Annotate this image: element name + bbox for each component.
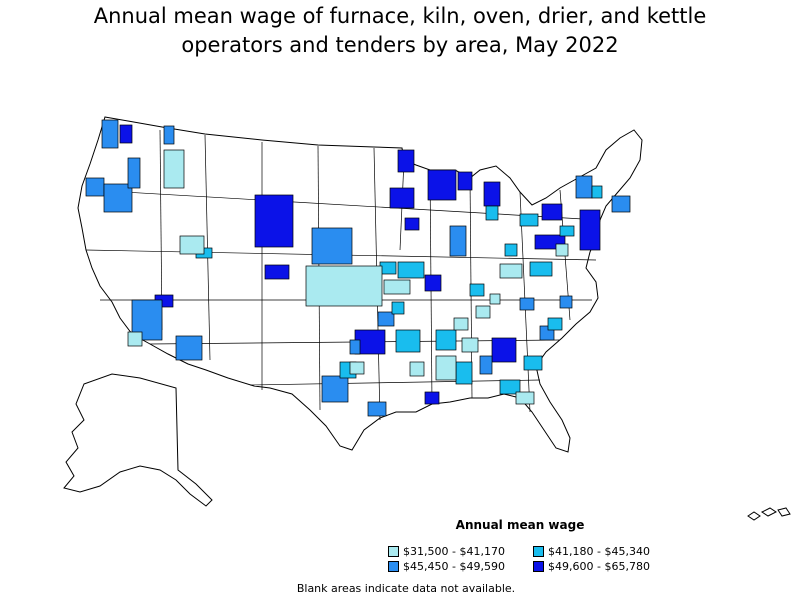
map-title: Annual mean wage of furnace, kiln, oven,… xyxy=(0,2,800,60)
legend-item-range-2: $41,180 - $45,340 xyxy=(533,545,650,558)
alaska-outline xyxy=(63,373,213,507)
legend-label-range-2: $41,180 - $45,340 xyxy=(548,545,650,558)
footnote: Blank areas indicate data not available. xyxy=(296,582,516,595)
hawaii-islands xyxy=(747,507,791,521)
legend-item-range-1: $31,500 - $41,170 xyxy=(388,545,505,558)
legend-label-range-4: $49,600 - $65,780 xyxy=(548,560,650,573)
legend-swatch-range-2 xyxy=(533,546,544,557)
legend-title: Annual mean wage xyxy=(455,518,585,532)
map-title-line-2: operators and tenders by area, May 2022 xyxy=(181,33,619,57)
map-title-line-1: Annual mean wage of furnace, kiln, oven,… xyxy=(93,4,707,28)
legend-swatch-range-1 xyxy=(388,546,399,557)
wage-areas xyxy=(85,119,631,417)
legend-label-range-1: $31,500 - $41,170 xyxy=(403,545,505,558)
legend-item-range-4: $49,600 - $65,780 xyxy=(533,560,650,573)
legend-swatch-range-3 xyxy=(388,561,399,572)
legend-swatch-range-4 xyxy=(533,561,544,572)
areas-49600-65780 xyxy=(119,124,601,405)
legend-item-range-3: $45,450 - $49,590 xyxy=(388,560,505,573)
areas-31500-41170 xyxy=(127,149,569,405)
legend-label-range-3: $45,450 - $49,590 xyxy=(403,560,505,573)
areas-45450-49590 xyxy=(85,119,631,417)
